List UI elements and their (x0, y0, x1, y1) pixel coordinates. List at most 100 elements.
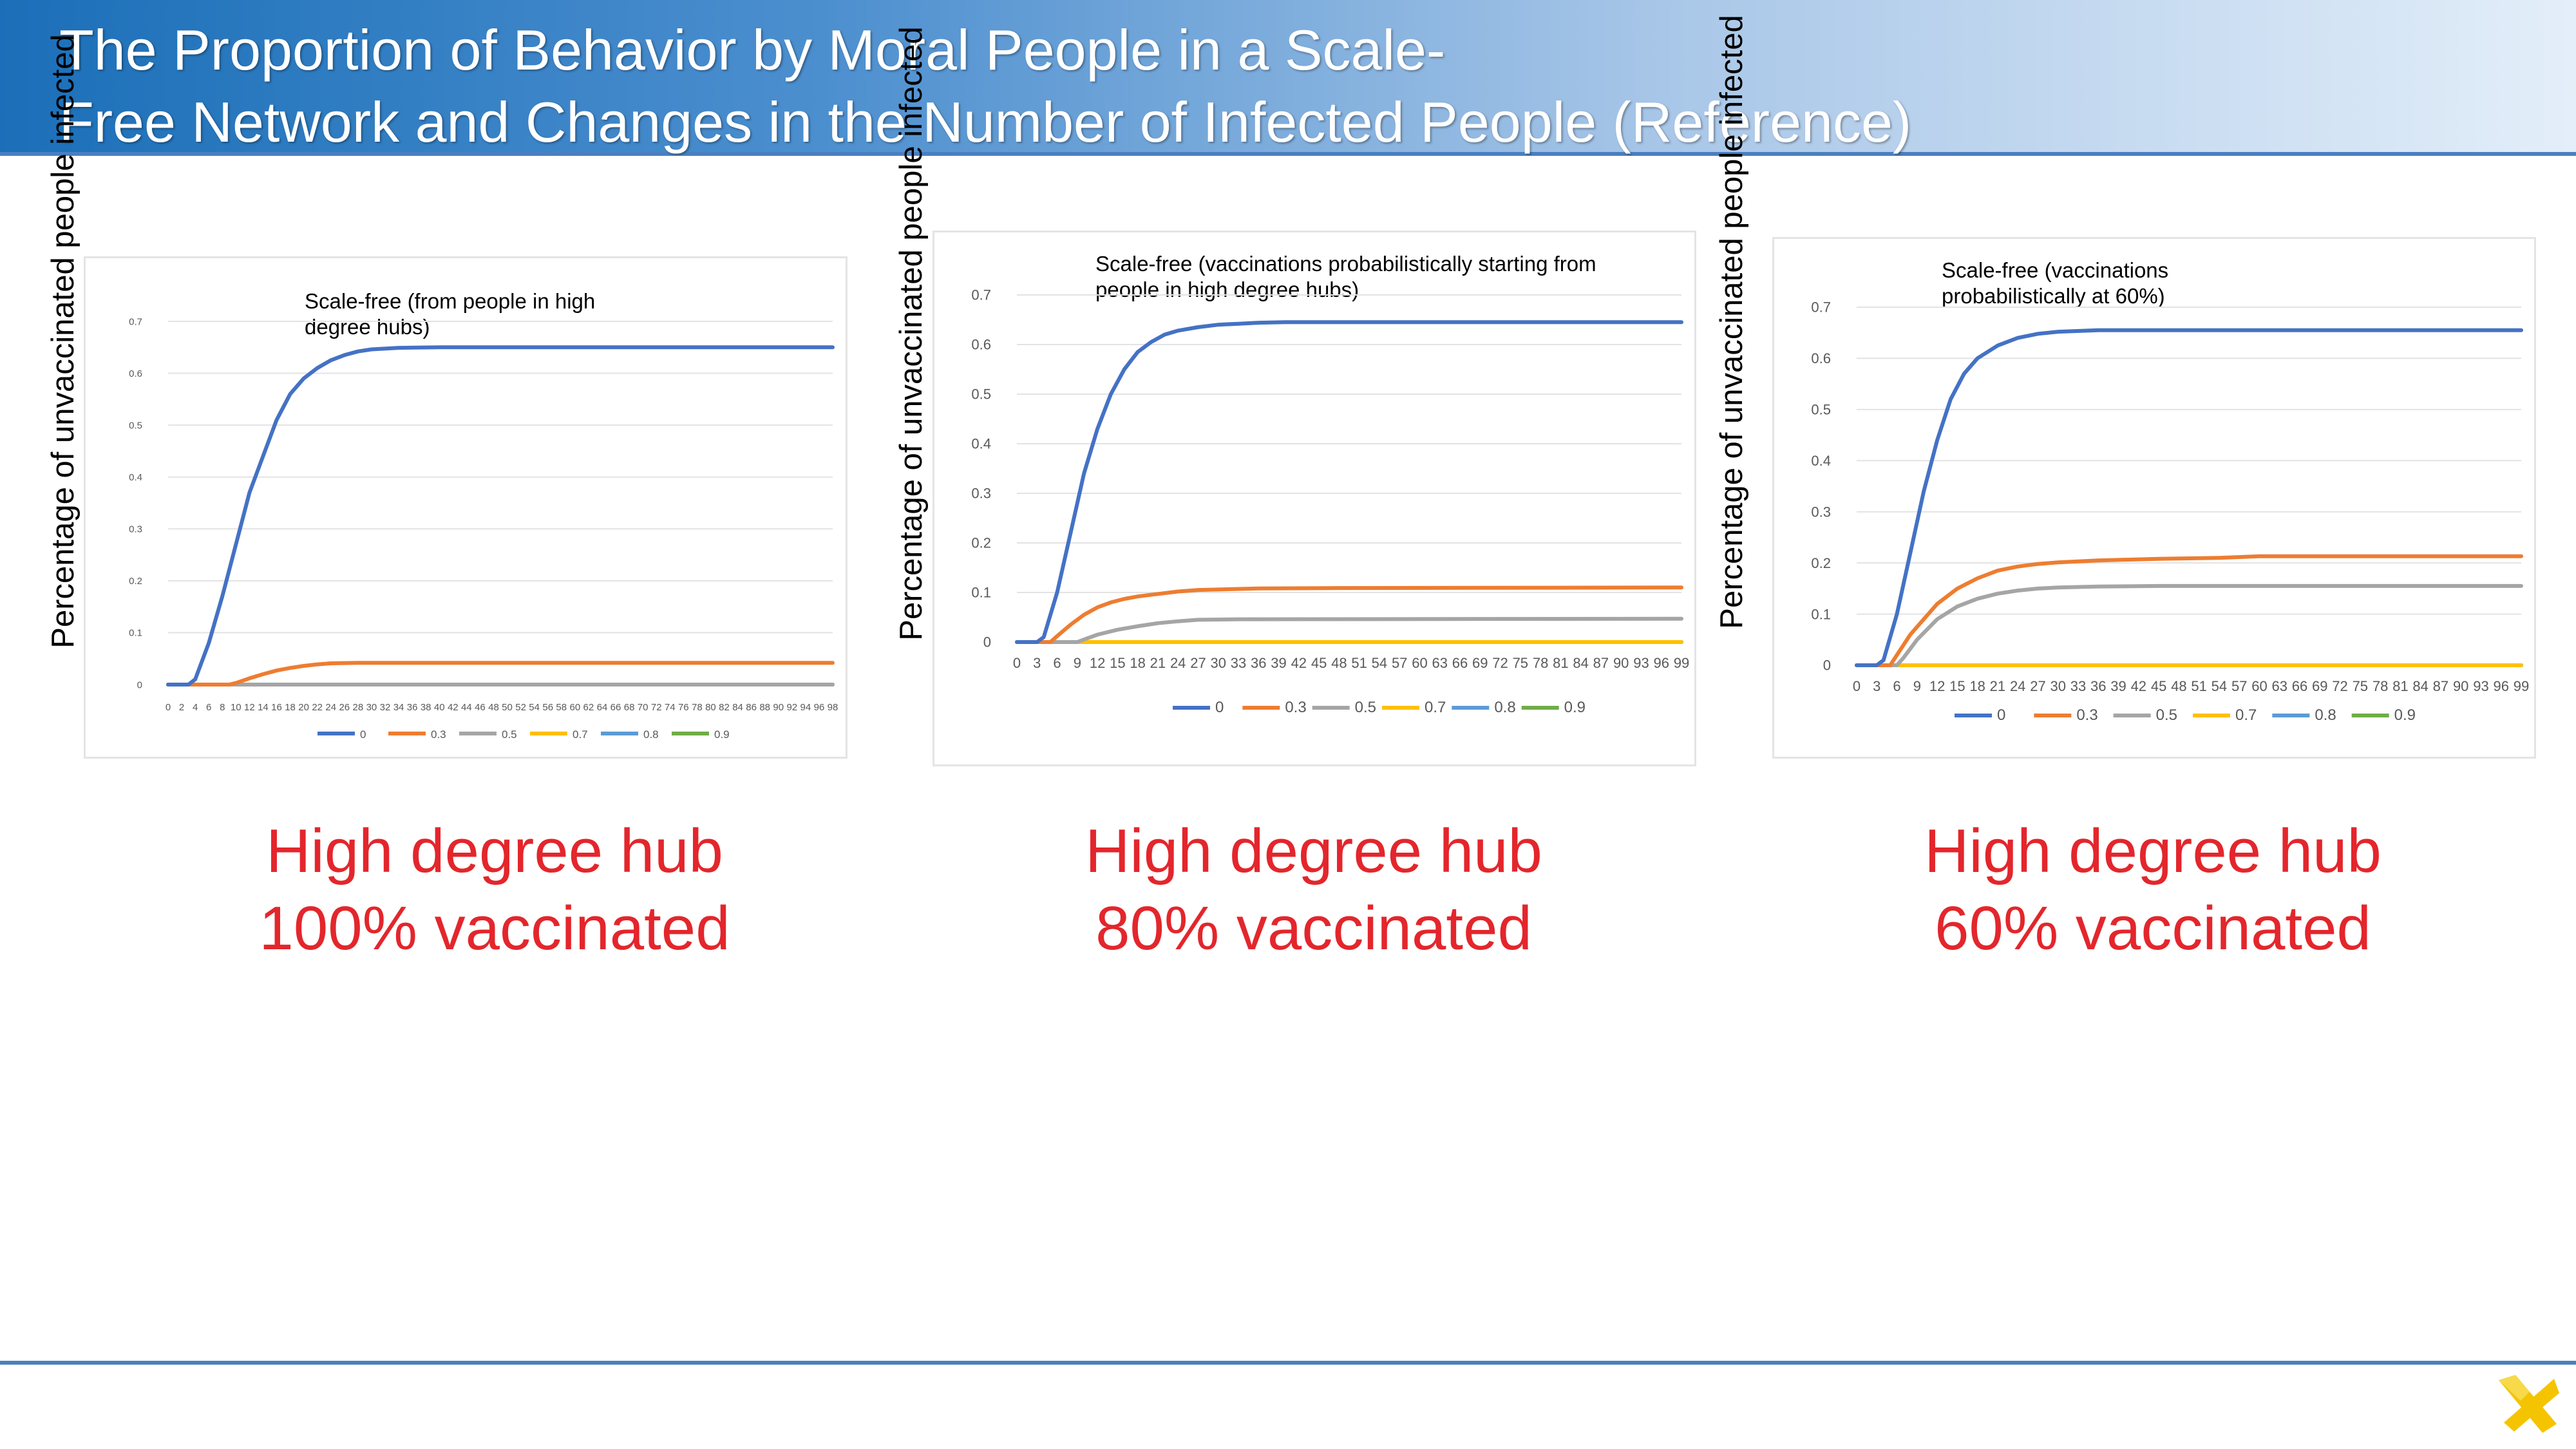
y-tick-label: 0.1 (1811, 606, 1831, 622)
x-tick-label: 60 (569, 702, 580, 713)
x-tick-label: 78 (1533, 655, 1548, 671)
caption-panel-2: High degree hub 80% vaccinated (960, 813, 1668, 967)
legend-label: 0.5 (1355, 699, 1376, 716)
series-line-0 (1015, 320, 1683, 644)
x-tick-label: 8 (220, 702, 225, 713)
y-tick-label: 0.5 (1811, 402, 1831, 418)
chart-title-line: Scale-free (from people in high (305, 289, 595, 313)
x-tick-label: 84 (1573, 655, 1588, 671)
y-tick-label: 0.1 (129, 628, 142, 639)
x-tick-label: 70 (638, 702, 649, 713)
x-tick-label: 60 (1412, 655, 1427, 671)
x-tick-label: 96 (1653, 655, 1669, 671)
x-tick-label: 36 (1251, 655, 1266, 671)
x-tick-label: 99 (2514, 678, 2529, 694)
caption-2-line-2: 80% vaccinated (1095, 894, 1532, 963)
x-tick-label: 42 (1291, 655, 1307, 671)
chart-2-plot: Scale-free (vaccinations probabilistical… (971, 252, 1689, 716)
x-tick-label: 80 (705, 702, 716, 713)
x-tick-label: 87 (2433, 678, 2448, 694)
x-tick-label: 63 (1432, 655, 1447, 671)
chart-3-plot: Scale-free (vaccinationsprobabilisticall… (1811, 258, 2529, 724)
x-tick-label: 16 (271, 702, 282, 713)
x-tick-label: 54 (2211, 678, 2227, 694)
x-tick-label: 72 (1492, 655, 1508, 671)
x-tick-label: 2 (179, 702, 184, 713)
x-tick-label: 52 (515, 702, 526, 713)
x-tick-label: 42 (448, 702, 459, 713)
y-axis-label-1: Percentage of unvaccinated people infect… (46, 34, 80, 649)
legend-label: 0 (360, 728, 366, 741)
chart-title-line: probabilistically at 60%) (1942, 284, 2165, 308)
x-tick-label: 18 (1969, 678, 1985, 694)
series-line-0 (1855, 328, 2523, 667)
x-tick-label: 39 (2110, 678, 2126, 694)
x-tick-label: 60 (2251, 678, 2267, 694)
y-tick-label: 0 (983, 634, 991, 650)
y-tick-label: 0.3 (971, 486, 991, 502)
x-tick-label: 99 (1674, 655, 1689, 671)
slide-title: The Proportion of Behavior by Moral Peop… (59, 14, 2120, 158)
x-tick-label: 36 (2090, 678, 2106, 694)
series-line-0-3 (1015, 585, 1683, 644)
y-tick-label: 0 (137, 679, 142, 690)
brand-logo-icon (2499, 1375, 2559, 1433)
x-tick-label: 4 (193, 702, 198, 713)
y-tick-label: 0.7 (971, 287, 991, 303)
x-tick-label: 69 (2312, 678, 2327, 694)
y-tick-label: 0.4 (971, 436, 991, 452)
x-tick-label: 72 (651, 702, 662, 713)
x-tick-label: 18 (1130, 655, 1145, 671)
y-tick-label: 0.7 (1811, 299, 1831, 316)
x-tick-label: 9 (1913, 678, 1921, 694)
x-tick-label: 84 (732, 702, 743, 713)
x-tick-label: 66 (1452, 655, 1468, 671)
x-tick-label: 24 (2010, 678, 2025, 694)
slide-title-line-1: The Proportion of Behavior by Moral Peop… (59, 18, 1446, 82)
caption-1-line-1: High degree hub (266, 817, 723, 886)
x-tick-label: 75 (2353, 678, 2368, 694)
x-tick-label: 66 (2292, 678, 2307, 694)
chart-title-line: degree hubs) (305, 315, 430, 339)
y-tick-label: 0.6 (971, 337, 991, 353)
x-tick-label: 39 (1271, 655, 1286, 671)
legend-label: 0.3 (431, 728, 446, 741)
x-tick-label: 0 (166, 702, 171, 713)
y-tick-label: 0.3 (129, 524, 142, 535)
x-tick-label: 76 (678, 702, 689, 713)
x-tick-label: 33 (2070, 678, 2086, 694)
x-tick-label: 82 (719, 702, 730, 713)
x-tick-label: 87 (1593, 655, 1609, 671)
x-tick-label: 78 (692, 702, 703, 713)
x-tick-label: 22 (312, 702, 323, 713)
chart-title-line: Scale-free (vaccinations (1942, 258, 2168, 282)
legend-label: 0.7 (573, 728, 588, 741)
caption-3-line-1: High degree hub (1924, 817, 2382, 886)
x-tick-label: 48 (488, 702, 499, 713)
x-tick-label: 36 (407, 702, 418, 713)
x-tick-label: 6 (1893, 678, 1900, 694)
x-tick-label: 54 (529, 702, 540, 713)
x-tick-label: 94 (800, 702, 811, 713)
x-tick-label: 6 (206, 702, 211, 713)
legend-label: 0.8 (643, 728, 659, 741)
x-tick-label: 24 (1170, 655, 1186, 671)
x-tick-label: 10 (231, 702, 242, 713)
x-tick-label: 58 (556, 702, 567, 713)
x-tick-label: 33 (1231, 655, 1246, 671)
y-tick-label: 0.2 (1811, 555, 1831, 571)
x-tick-label: 96 (814, 702, 825, 713)
x-tick-label: 28 (353, 702, 364, 713)
legend-label: 0.8 (2315, 706, 2336, 724)
series-line-0-5 (1015, 616, 1683, 644)
y-axis-label-2: Percentage of unvaccinated people infect… (894, 26, 929, 641)
x-tick-label: 12 (1090, 655, 1105, 671)
x-tick-label: 45 (1311, 655, 1327, 671)
x-tick-label: 3 (1873, 678, 1880, 694)
y-tick-label: 0.2 (129, 576, 142, 587)
x-tick-label: 38 (421, 702, 431, 713)
x-tick-label: 18 (285, 702, 296, 713)
x-tick-label: 6 (1053, 655, 1061, 671)
x-tick-label: 15 (1110, 655, 1125, 671)
x-tick-label: 88 (759, 702, 770, 713)
